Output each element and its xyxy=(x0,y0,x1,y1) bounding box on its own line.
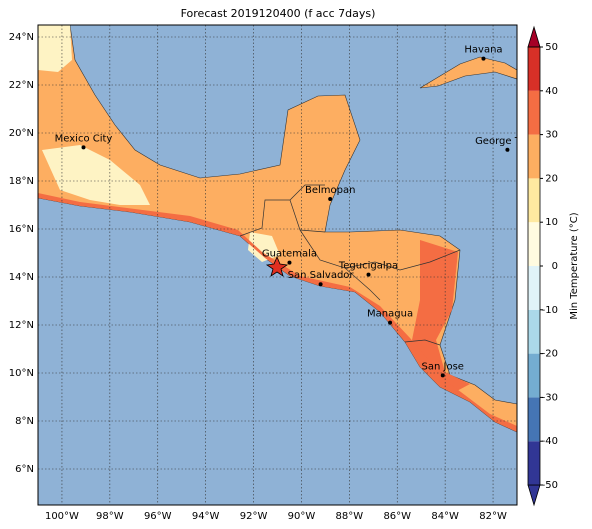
colorbar-band xyxy=(528,266,540,310)
colorbar: -50 -40 -30 -20 -10 0 10 20 30 40 50 xyxy=(527,25,558,507)
y-tick-label: 20°N xyxy=(9,128,34,139)
colorbar-tick-label: -10 xyxy=(542,305,558,316)
x-tick-label: 92°W xyxy=(240,511,268,522)
map-area xyxy=(38,25,517,505)
colorbar-band xyxy=(528,441,540,485)
city-marker xyxy=(328,197,333,201)
colorbar-band xyxy=(528,353,540,398)
x-tick-label: 94°W xyxy=(192,511,220,522)
y-tick-label: 8°N xyxy=(15,416,34,427)
y-tick-label: 10°N xyxy=(9,368,34,379)
city-marker xyxy=(481,56,486,61)
city-marker xyxy=(388,320,393,325)
colorbar-tick-label: 40 xyxy=(545,86,558,97)
colorbar-band xyxy=(528,134,540,179)
colorbar-band xyxy=(528,222,540,266)
colorbar-extend xyxy=(527,484,541,507)
city-marker xyxy=(81,145,86,150)
x-tick-label: 82°W xyxy=(479,511,507,522)
city-label: Guatemala xyxy=(262,249,317,260)
city-label: Belmopan xyxy=(305,185,355,196)
y-tick-label: 14°N xyxy=(9,272,34,283)
epicenter-star xyxy=(265,255,289,277)
city-label: George Town xyxy=(475,136,540,147)
city-marker xyxy=(366,272,371,277)
city-label: Managua xyxy=(367,309,413,320)
colorbar-tick-label: 0 xyxy=(552,261,558,272)
cities: Havana Mexico City George Town Belmopan Guat… xyxy=(55,45,540,378)
city-marker xyxy=(318,282,323,287)
y-tick-label: 6°N xyxy=(15,464,34,475)
city-marker xyxy=(440,373,445,378)
x-tick-label: 90°W xyxy=(288,511,316,522)
city-label: Mexico City xyxy=(55,133,113,144)
colorbar-band xyxy=(528,309,540,354)
colorbar-band xyxy=(528,178,540,223)
plot-frame xyxy=(37,24,518,506)
warm-patch xyxy=(248,232,280,262)
colorbar-tick-label: -20 xyxy=(542,349,558,360)
city-label: San Jose xyxy=(422,361,464,372)
colorbar-band xyxy=(528,47,540,91)
colorbar-extend xyxy=(527,25,541,48)
warm-patch xyxy=(42,145,150,205)
colorbar-tick-label: -50 xyxy=(542,480,558,491)
y-tick-label: 24°N xyxy=(9,32,34,43)
map-title: Forecast 2019120400 (f acc 7days) xyxy=(181,7,376,20)
x-tick-label: 100°W xyxy=(45,511,79,522)
y-tick-label: 12°N xyxy=(9,320,34,331)
city-label: Havana xyxy=(464,45,502,56)
city-marker xyxy=(287,260,292,265)
colorbar-tick-label: 20 xyxy=(545,173,558,184)
city-label: San Salvador xyxy=(288,270,355,281)
colorbar-band xyxy=(528,397,540,442)
grid: 100°W 98°W 96°W 94°W 92°W 90°W 88°W 86°W 84°W 82°… xyxy=(9,25,517,522)
x-tick-label: 86°W xyxy=(383,511,411,522)
colorbar-tick-label: 30 xyxy=(545,130,558,141)
city-marker xyxy=(505,147,510,152)
cool-patch xyxy=(412,240,470,392)
colorbar-tick-label: -40 xyxy=(542,436,558,447)
x-tick-label: 98°W xyxy=(96,511,124,522)
colorbar-tick-label: -30 xyxy=(542,392,558,403)
colorbar-tick-label: 50 xyxy=(545,42,558,53)
city-label: Tegucigalpa xyxy=(338,261,398,272)
colorbar-tick-label: 10 xyxy=(545,217,558,228)
x-tick-label: 84°W xyxy=(431,511,459,522)
y-tick-label: 18°N xyxy=(9,176,34,187)
y-tick-label: 16°N xyxy=(9,224,34,235)
colorbar-band xyxy=(528,90,540,135)
country-border xyxy=(239,184,461,346)
x-tick-label: 96°W xyxy=(144,511,172,522)
colorbar-label: Min Temperature (°C) xyxy=(569,212,580,319)
x-tick-label: 88°W xyxy=(336,511,364,522)
y-tick-label: 22°N xyxy=(9,80,34,91)
